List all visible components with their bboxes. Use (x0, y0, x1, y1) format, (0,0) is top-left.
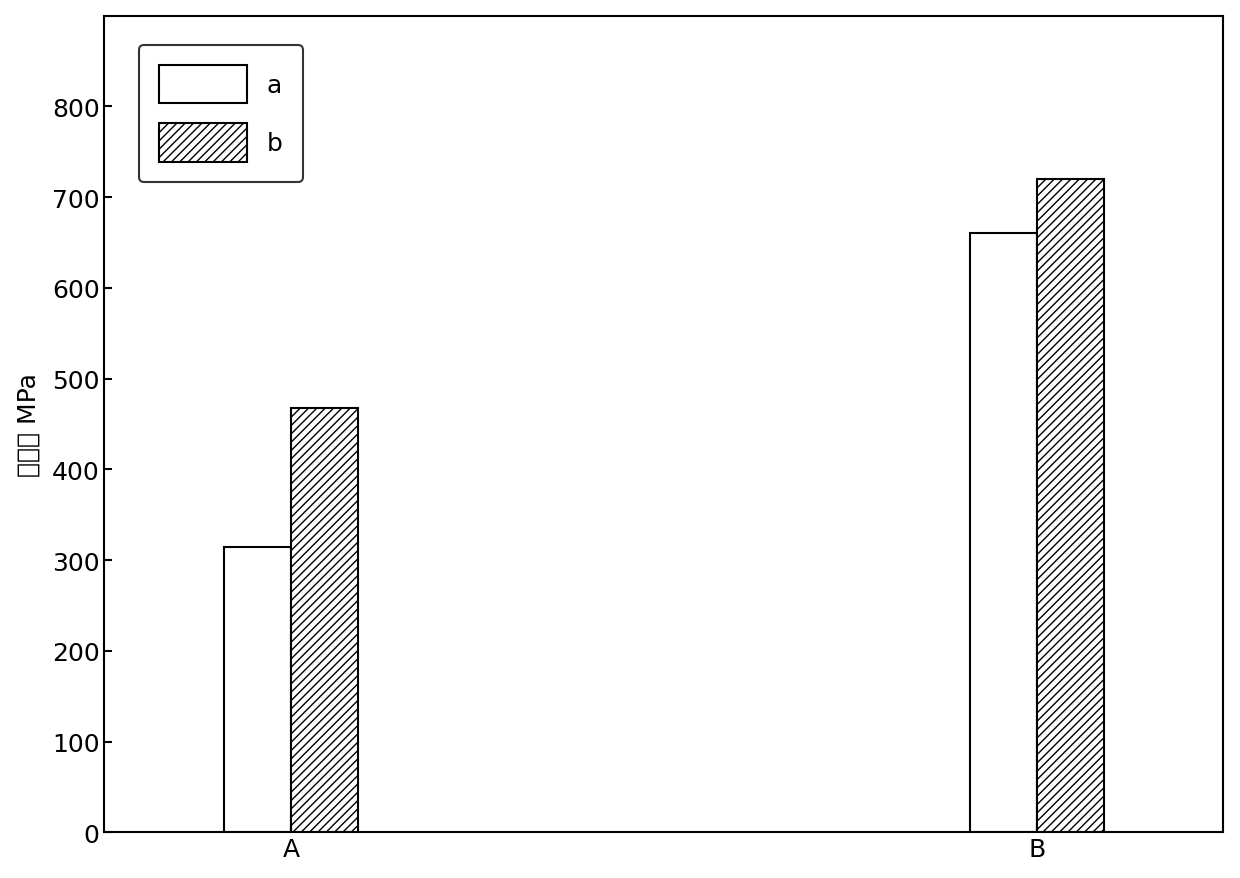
Bar (1037, 180, 1104, 832)
Bar (223, 547, 291, 832)
Y-axis label: 强度， MPa: 强度， MPa (16, 372, 41, 477)
Bar (970, 234, 1037, 832)
Bar (291, 408, 358, 832)
Legend: a, b: a, b (139, 46, 303, 183)
